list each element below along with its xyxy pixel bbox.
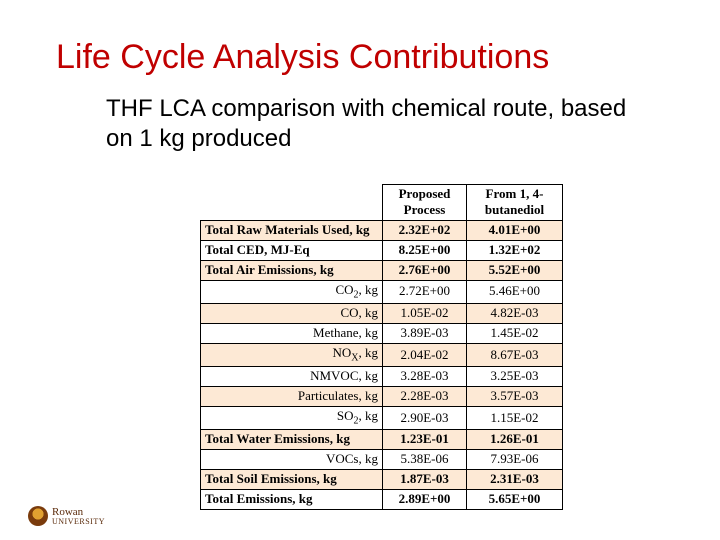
row-value-butanediol: 5.46E+00 [467, 280, 563, 303]
row-value-proposed: 2.90E-03 [383, 406, 467, 429]
row-label: CO, kg [201, 303, 383, 323]
row-value-proposed: 5.38E-06 [383, 449, 467, 469]
row-value-proposed: 1.87E-03 [383, 469, 467, 489]
rowan-logo: Rowan UNIVERSITY [28, 506, 105, 526]
row-label: Total Water Emissions, kg [201, 429, 383, 449]
rowan-logo-icon [28, 506, 48, 526]
row-label: Total Emissions, kg [201, 489, 383, 509]
table-row: Total Air Emissions, kg2.76E+005.52E+00 [201, 260, 563, 280]
row-value-butanediol: 4.01E+00 [467, 220, 563, 240]
row-label: NOX, kg [201, 343, 383, 366]
lca-table-container: Proposed Process From 1, 4-butanediol To… [200, 184, 563, 510]
row-label: NMVOC, kg [201, 366, 383, 386]
lca-table: Proposed Process From 1, 4-butanediol To… [200, 184, 563, 510]
row-value-proposed: 2.72E+00 [383, 280, 467, 303]
row-label: Total Raw Materials Used, kg [201, 220, 383, 240]
table-row: Total Raw Materials Used, kg2.32E+024.01… [201, 220, 563, 240]
page-subtitle: THF LCA comparison with chemical route, … [106, 94, 646, 154]
table-header-row: Proposed Process From 1, 4-butanediol [201, 185, 563, 221]
table-body: Total Raw Materials Used, kg2.32E+024.01… [201, 220, 563, 509]
row-value-butanediol: 7.93E-06 [467, 449, 563, 469]
row-value-butanediol: 5.52E+00 [467, 260, 563, 280]
table-row: Particulates, kg2.28E-033.57E-03 [201, 386, 563, 406]
logo-sub: UNIVERSITY [52, 518, 105, 526]
table-row: CO, kg1.05E-024.82E-03 [201, 303, 563, 323]
row-value-butanediol: 1.26E-01 [467, 429, 563, 449]
row-label: VOCs, kg [201, 449, 383, 469]
table-row: NOX, kg2.04E-028.67E-03 [201, 343, 563, 366]
row-value-butanediol: 2.31E-03 [467, 469, 563, 489]
row-value-proposed: 2.04E-02 [383, 343, 467, 366]
header-butanediol: From 1, 4-butanediol [467, 185, 563, 221]
row-value-butanediol: 1.15E-02 [467, 406, 563, 429]
logo-name: Rowan [52, 506, 83, 518]
table-row: NMVOC, kg3.28E-033.25E-03 [201, 366, 563, 386]
row-value-proposed: 3.89E-03 [383, 323, 467, 343]
row-label: Total CED, MJ-Eq [201, 240, 383, 260]
row-label: Total Air Emissions, kg [201, 260, 383, 280]
row-label: SO2, kg [201, 406, 383, 429]
row-value-butanediol: 5.65E+00 [467, 489, 563, 509]
row-value-proposed: 1.23E-01 [383, 429, 467, 449]
table-row: CO2, kg2.72E+005.46E+00 [201, 280, 563, 303]
row-label: Total Soil Emissions, kg [201, 469, 383, 489]
row-value-proposed: 3.28E-03 [383, 366, 467, 386]
row-value-butanediol: 4.82E-03 [467, 303, 563, 323]
row-value-butanediol: 3.57E-03 [467, 386, 563, 406]
table-row: Total Water Emissions, kg1.23E-011.26E-0… [201, 429, 563, 449]
row-value-proposed: 8.25E+00 [383, 240, 467, 260]
page-title: Life Cycle Analysis Contributions [56, 38, 549, 77]
table-row: Methane, kg3.89E-031.45E-02 [201, 323, 563, 343]
row-value-proposed: 2.89E+00 [383, 489, 467, 509]
row-value-butanediol: 3.25E-03 [467, 366, 563, 386]
table-row: SO2, kg2.90E-031.15E-02 [201, 406, 563, 429]
table-row: VOCs, kg5.38E-067.93E-06 [201, 449, 563, 469]
table-row: Total Soil Emissions, kg1.87E-032.31E-03 [201, 469, 563, 489]
row-value-proposed: 2.32E+02 [383, 220, 467, 240]
row-value-proposed: 2.76E+00 [383, 260, 467, 280]
table-row: Total CED, MJ-Eq8.25E+001.32E+02 [201, 240, 563, 260]
row-value-proposed: 2.28E-03 [383, 386, 467, 406]
table-row: Total Emissions, kg2.89E+005.65E+00 [201, 489, 563, 509]
row-value-butanediol: 1.32E+02 [467, 240, 563, 260]
row-value-butanediol: 8.67E-03 [467, 343, 563, 366]
row-label: Particulates, kg [201, 386, 383, 406]
header-blank [201, 185, 383, 221]
header-proposed: Proposed Process [383, 185, 467, 221]
row-label: Methane, kg [201, 323, 383, 343]
row-value-butanediol: 1.45E-02 [467, 323, 563, 343]
row-label: CO2, kg [201, 280, 383, 303]
row-value-proposed: 1.05E-02 [383, 303, 467, 323]
rowan-logo-text: Rowan UNIVERSITY [52, 507, 105, 526]
